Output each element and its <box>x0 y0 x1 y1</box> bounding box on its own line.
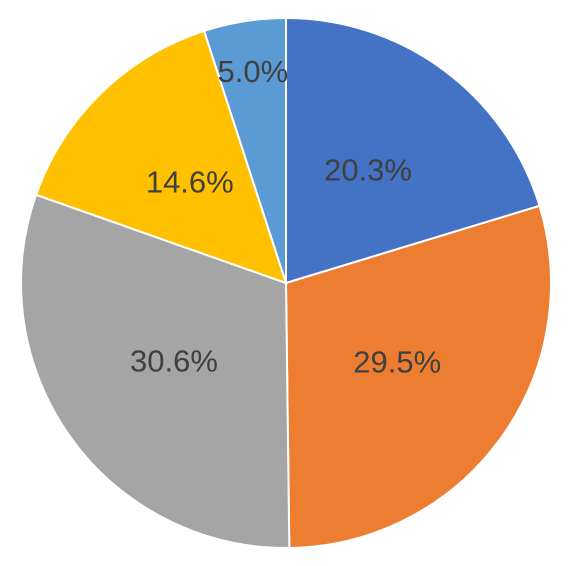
data-label: 20.3% <box>324 152 412 187</box>
data-label: 14.6% <box>146 165 234 200</box>
data-label: 30.6% <box>130 343 218 378</box>
pie-slice <box>34 29 288 285</box>
pie-slice <box>202 16 287 284</box>
pie-slice <box>20 193 291 549</box>
pie-slice <box>284 204 552 549</box>
pie-slice <box>285 16 541 285</box>
data-label: 5.0% <box>217 54 288 89</box>
data-label: 29.5% <box>353 345 441 380</box>
